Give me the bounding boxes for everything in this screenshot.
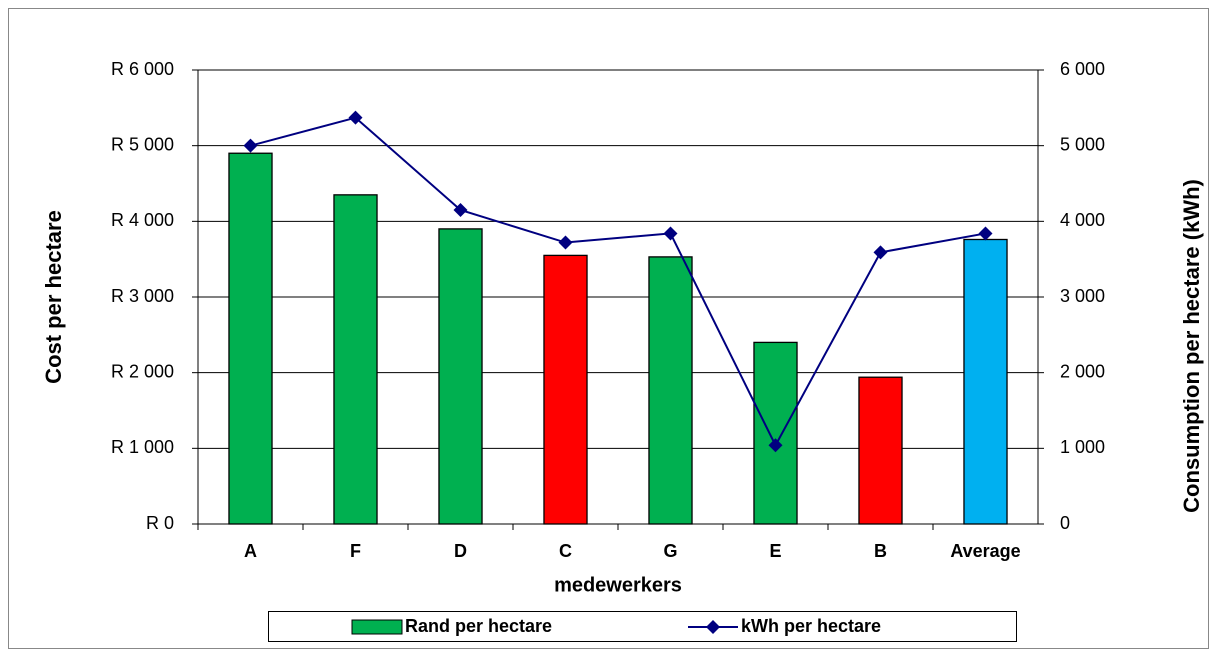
line-marker [663,226,678,241]
legend-label: Rand per hectare [405,616,552,636]
line [250,116,986,448]
y-axis-title: Cost per hectare [41,210,66,384]
y2-tick-label: 1 000 [1060,437,1105,457]
y-tick-label: R 2 000 [111,361,174,381]
bar [438,228,483,525]
bar [753,341,798,525]
y2-tick-label: 3 000 [1060,286,1105,306]
x-tick-label: E [769,541,781,561]
bar [228,152,273,525]
line-marker [558,235,573,250]
chart-border [8,8,1209,649]
line-marker [978,226,993,241]
y-tick-label: R 6 000 [111,59,174,79]
x-axis-title: medewerkers [554,574,682,596]
plot-frame [197,69,1039,525]
bar [858,376,903,525]
x-tick-label: C [559,541,572,561]
x-tick-label: A [244,541,257,561]
y-tick-label: R 4 000 [111,210,174,230]
line-marker [243,138,258,153]
y2-tick-label: 6 000 [1060,59,1105,79]
bar [333,194,378,525]
bar [543,254,588,525]
line-marker [768,438,783,453]
bar [963,238,1008,525]
y2-tick-label: 2 000 [1060,361,1105,381]
y-tick-label: R 0 [146,513,174,533]
line-marker [453,202,468,217]
x-tick-label: Average [950,541,1020,561]
legend-swatch [351,619,403,635]
bar [648,256,693,525]
y2-tick-label: 4 000 [1060,210,1105,230]
x-tick-label: B [874,541,887,561]
y2-tick-label: 0 [1060,513,1070,533]
x-tick-label: F [350,541,361,561]
x-tick-label: G [663,541,677,561]
y-tick-label: R 3 000 [111,286,174,306]
y-tick-label: R 5 000 [111,134,174,154]
legend-label: kWh per hectare [741,616,881,636]
x-tick-label: D [454,541,467,561]
legend-swatch [706,620,720,634]
line-marker [348,110,363,125]
y2-axis-title: Consumption per hectare (kWh) [1179,179,1204,513]
y2-tick-label: 5 000 [1060,134,1105,154]
line-marker [873,245,888,260]
y-tick-label: R 1 000 [111,437,174,457]
